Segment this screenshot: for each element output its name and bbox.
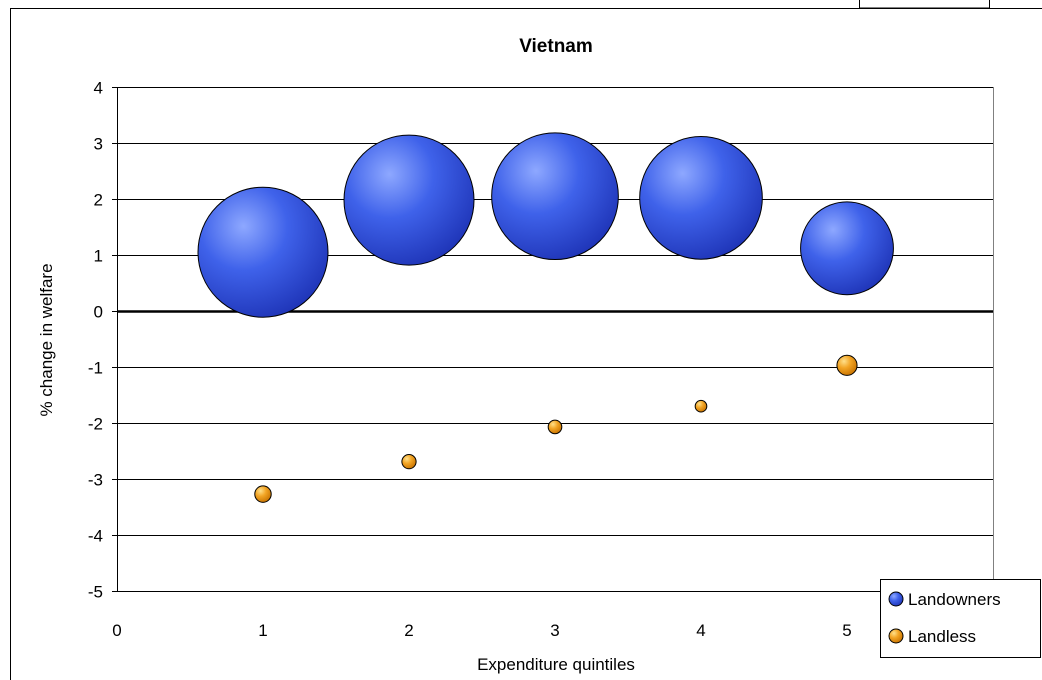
bubble-landless (836, 354, 858, 376)
legend-box (880, 579, 1041, 658)
x-tick-label: 2 (404, 621, 413, 640)
x-tick-label: 0 (112, 621, 121, 640)
x-axis-label: Expenditure quintiles (477, 655, 635, 674)
legend-label-landowners: Landowners (908, 590, 1001, 609)
legend-marker-landowners (888, 591, 904, 607)
y-axis-ticks: 4 3 2 1 0 -1 -2 -3 -4 -5 (88, 79, 118, 602)
bubble-landless (547, 419, 563, 435)
y-axis-label: % change in welfare (37, 263, 56, 416)
legend-marker-landless (888, 628, 904, 644)
y-tick-label: 1 (94, 247, 103, 266)
legend-label-landless: Landless (908, 627, 976, 646)
y-tick-label: 2 (94, 191, 103, 210)
y-tick-label: -3 (88, 471, 103, 490)
bubble-landowners (639, 136, 763, 260)
y-tick-label: 3 (94, 135, 103, 154)
y-tick-label: 0 (94, 303, 103, 322)
chart-title: Vietnam (519, 36, 593, 57)
x-axis-ticks: 0 1 2 3 4 5 (112, 621, 851, 640)
y-tick-label: -2 (88, 415, 103, 434)
bubble-landless (401, 454, 417, 470)
bubble-landless (694, 399, 708, 413)
y-tick-label: -5 (88, 583, 103, 602)
x-tick-label: 4 (696, 621, 705, 640)
bubble-landowners (197, 186, 329, 318)
x-tick-label: 1 (258, 621, 267, 640)
bubble-landowners (343, 134, 475, 266)
legend: Landowners Landless (880, 579, 1041, 658)
top-corner-stub (859, 0, 990, 9)
bubble-landowners (800, 201, 894, 296)
bubble-landless (254, 485, 272, 503)
bubble-landowners (491, 132, 619, 261)
bubble-marks (197, 132, 894, 503)
x-tick-label: 3 (550, 621, 559, 640)
x-tick-label: 5 (842, 621, 851, 640)
y-tick-label: -4 (88, 527, 103, 546)
y-tick-label: 4 (94, 79, 103, 98)
y-tick-label: -1 (88, 359, 103, 378)
